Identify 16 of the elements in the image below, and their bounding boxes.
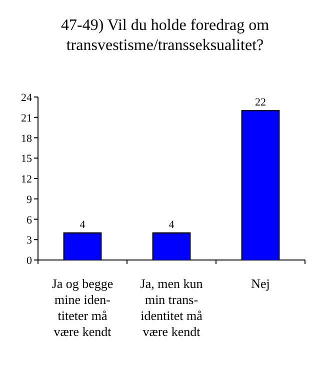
y-tick-label: 6: [26, 214, 32, 226]
chart-title: 47-49) Vil du holde foredrag om transvestisme/transseksualitet?: [60, 17, 270, 54]
y-tick-label: 12: [21, 174, 32, 186]
data-label: 22: [255, 96, 266, 109]
x-tick-label: Ja og begge mine iden- titeter må være kendt: [52, 276, 114, 339]
y-tick-label: 18: [21, 132, 32, 145]
y-tick-label: 3: [26, 234, 32, 247]
y-tick-label: 21: [21, 112, 32, 124]
y-tick-label: 24: [21, 92, 32, 104]
x-tick-label: Ja, men kun min trans- identitet må være kendt: [140, 276, 204, 339]
data-label: 4: [80, 218, 86, 231]
y-tick-label: 9: [26, 194, 32, 206]
data-label: 4: [168, 218, 175, 231]
y-tick-label: 0: [26, 255, 32, 267]
x-tick-label: Nej: [251, 276, 270, 291]
y-tick-label: 15: [21, 153, 32, 166]
